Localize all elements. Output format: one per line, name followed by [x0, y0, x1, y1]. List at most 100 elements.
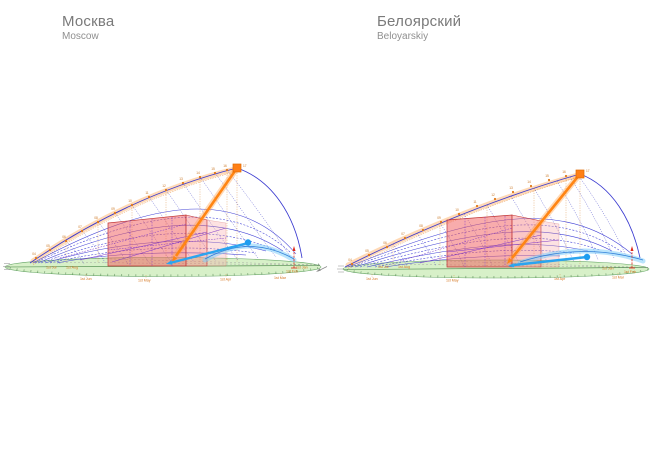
- winter-path-highlight: [517, 248, 646, 266]
- hour-label: 14: [196, 171, 200, 175]
- hour-label: 15: [545, 174, 549, 178]
- plane-dashed-line: [94, 258, 321, 266]
- month-label-jun: 1st Jun: [366, 277, 378, 281]
- chart-title-beloyarskiy: Белоярский: [377, 13, 462, 30]
- hour-label: 16: [562, 170, 566, 174]
- hour-label: 12: [162, 184, 166, 188]
- shadow-line: [79, 231, 208, 261]
- hour-marks: 04 05 06 07 08 09 10 11 12 13 14 15 16 1…: [348, 169, 590, 266]
- hour-label: 09: [111, 207, 115, 211]
- hour-label: 12: [491, 193, 495, 197]
- hour-label: 11: [473, 200, 477, 204]
- axis-gizmo: [291, 246, 297, 269]
- hour-label: 15: [211, 167, 215, 171]
- chart-subtitle-beloyarskiy: Beloyarskiy: [377, 30, 429, 42]
- low-sun-marker: [583, 253, 591, 261]
- hour-label: 13: [179, 177, 183, 181]
- month-label-apr: 1st Apr: [554, 277, 566, 281]
- hour-label: 04: [348, 258, 352, 262]
- shadow-line: [107, 237, 227, 251]
- month-label-mar: 1st Mar: [274, 276, 287, 280]
- axis-arrowhead: [292, 246, 296, 251]
- winter-path: [519, 251, 644, 263]
- date-arc: [34, 216, 291, 264]
- dome-right-edge: [236, 167, 303, 259]
- sun-marker: [232, 163, 242, 173]
- hour-marks: 04 05 06 07 08 09 10 11 12 13 14 15 16 1…: [32, 164, 247, 260]
- month-label-aug: 1st Aug: [398, 265, 410, 269]
- hour-label: 10: [128, 199, 132, 203]
- month-label-may: 1st May: [446, 279, 459, 283]
- shadow-line: [419, 234, 542, 264]
- building-volume: [59, 214, 227, 267]
- low-sun-ray: [169, 241, 249, 265]
- ground-axis-line: [343, 267, 649, 270]
- summer-path: [344, 173, 581, 268]
- hour-label: 04: [32, 252, 36, 256]
- low-sun-ray-arrowhead: [508, 263, 515, 268]
- hour-label: 11: [145, 191, 149, 195]
- hour-label: 14: [527, 180, 531, 184]
- month-label-feb: 1st Feb: [624, 270, 636, 274]
- hour-label: 17: [243, 164, 247, 168]
- month-label-jun: 1st Jun: [80, 277, 92, 281]
- west-direction-arrowhead: [316, 268, 321, 272]
- month-label-jul: 1st Jul: [46, 266, 57, 270]
- hour-label: 17: [586, 169, 590, 173]
- hour-label: 08: [94, 216, 98, 220]
- sun-path-chart-beloyarskiy: 04 05 06 07 08 09 10 11 12 13 14 15 16 1…: [316, 169, 650, 283]
- shadow-line: [111, 227, 227, 263]
- hour-label: 07: [78, 225, 82, 229]
- title-block-beloyarskiy: Белоярский Beloyarskiy: [377, 14, 461, 42]
- west-tip-ticks: [337, 265, 344, 273]
- summer-path-secondary: [347, 175, 583, 270]
- winter-path-highlight: [202, 243, 297, 263]
- axis-arrowhead: [630, 246, 634, 251]
- shadow-line: [446, 239, 560, 253]
- month-label-jul: 1st Jul: [378, 265, 389, 269]
- chart-subtitle-moscow: Moscow: [62, 30, 99, 42]
- title-block-moscow: Москва Moscow: [62, 14, 114, 42]
- sun-marker: [575, 169, 585, 179]
- hour-label: 05: [365, 249, 369, 253]
- chart-title-moscow: Москва: [62, 13, 115, 30]
- winter-path: [204, 246, 295, 260]
- month-label-aug: 1st Aug: [66, 266, 78, 270]
- axis-gizmo: [629, 246, 635, 269]
- month-label-may: 1st May: [138, 279, 151, 283]
- hour-label: 08: [419, 224, 423, 228]
- shadow-line: [59, 223, 187, 259]
- date-arc: [359, 237, 601, 268]
- hour-label: 05: [46, 244, 50, 248]
- hour-label: 06: [62, 235, 66, 239]
- hour-label: 09: [437, 216, 441, 220]
- dome-date-arcs: [29, 166, 303, 266]
- month-label-jan: 1st Jan: [602, 267, 614, 271]
- plane-dashed-line: [379, 263, 649, 268]
- month-label-jan: 1st Jan: [296, 266, 308, 270]
- low-sun-ray: [513, 255, 588, 267]
- west-tip-ticks: [3, 263, 10, 270]
- month-labels: 1st Jul 1st Aug 1st Jun 1st May 1st Apr …: [366, 265, 636, 283]
- dome-right-edge: [579, 173, 641, 259]
- low-sun-ray-arrowhead: [166, 260, 173, 265]
- hour-label: 06: [383, 241, 387, 245]
- hour-label: 10: [455, 208, 459, 212]
- sun-ray: [510, 173, 582, 259]
- date-arc: [32, 208, 297, 264]
- month-label-apr: 1st Apr: [220, 278, 232, 282]
- sun-path-chart-moscow: 04 05 06 07 08 09 10 11 12 13 14 15 16 1…: [3, 163, 322, 283]
- summer-path-secondary: [32, 170, 240, 266]
- building-front-face: [446, 214, 513, 268]
- sun-ray-arrowhead: [172, 255, 178, 262]
- sun-ray-arrowhead: [507, 257, 513, 264]
- low-sun-marker: [244, 239, 252, 246]
- hour-label: 13: [509, 186, 513, 190]
- sun-ray: [174, 167, 239, 257]
- hour-label: 07: [401, 232, 405, 236]
- hour-label: 16: [223, 164, 227, 168]
- month-label-mar: 1st Mar: [612, 276, 625, 280]
- month-labels: 1st Jul 1st Aug 1st Jun 1st May 1st Apr …: [46, 266, 308, 283]
